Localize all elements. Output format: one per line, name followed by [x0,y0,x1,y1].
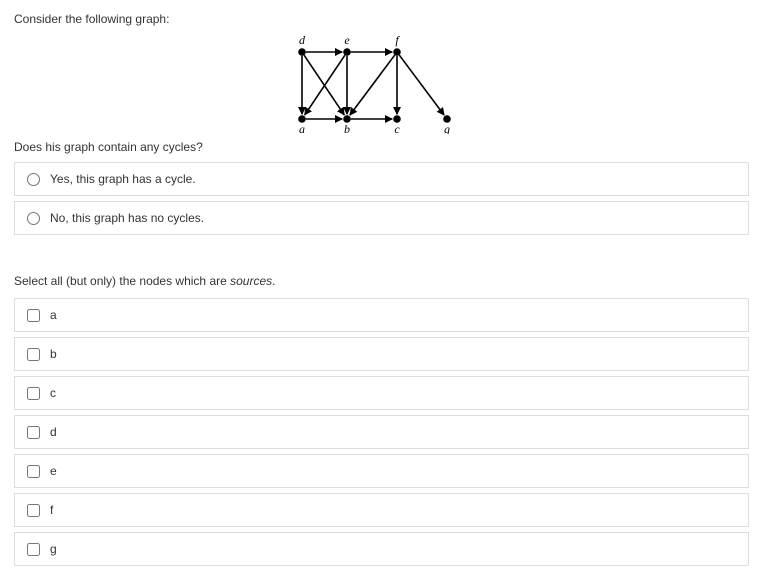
radio-label-0: Yes, this graph has a cycle. [50,172,196,186]
check-input-f[interactable] [27,504,40,517]
svg-text:a: a [299,122,305,134]
check-input-c[interactable] [27,387,40,400]
check-option-g[interactable]: g [14,532,749,566]
radio-label-1: No, this graph has no cycles. [50,211,204,225]
check-option-e[interactable]: e [14,454,749,488]
check-option-b[interactable]: b [14,337,749,371]
check-input-g[interactable] [27,543,40,556]
svg-text:b: b [344,122,350,134]
check-label-e: e [50,464,57,478]
check-input-b[interactable] [27,348,40,361]
question3-text: Select all (but only) the nodes which ar… [14,274,749,288]
check-input-a[interactable] [27,309,40,322]
question1-text: Consider the following graph: [14,12,749,26]
radio-input-1[interactable] [27,212,40,225]
check-input-d[interactable] [27,426,40,439]
question3-post: . [272,274,275,288]
check-input-e[interactable] [27,465,40,478]
svg-text:c: c [394,122,400,134]
graph-figure: a b c g d e f [14,34,749,134]
radio-option-0[interactable]: Yes, this graph has a cycle. [14,162,749,196]
check-label-a: a [50,308,57,322]
svg-text:f: f [395,34,400,47]
radio-input-0[interactable] [27,173,40,186]
graph-svg: a b c g d e f [282,34,482,134]
check-label-g: g [50,542,57,556]
check-label-f: f [50,503,53,517]
question3-pre: Select all (but only) the nodes which ar… [14,274,230,288]
svg-text:g: g [444,122,450,134]
svg-text:e: e [344,34,350,47]
radio-option-1[interactable]: No, this graph has no cycles. [14,201,749,235]
check-option-d[interactable]: d [14,415,749,449]
check-label-c: c [50,386,56,400]
check-label-d: d [50,425,57,439]
question2-text: Does his graph contain any cycles? [14,140,749,154]
check-option-f[interactable]: f [14,493,749,527]
check-option-a[interactable]: a [14,298,749,332]
check-label-b: b [50,347,57,361]
question3-em: sources [230,274,272,288]
svg-text:d: d [299,34,306,47]
check-option-c[interactable]: c [14,376,749,410]
